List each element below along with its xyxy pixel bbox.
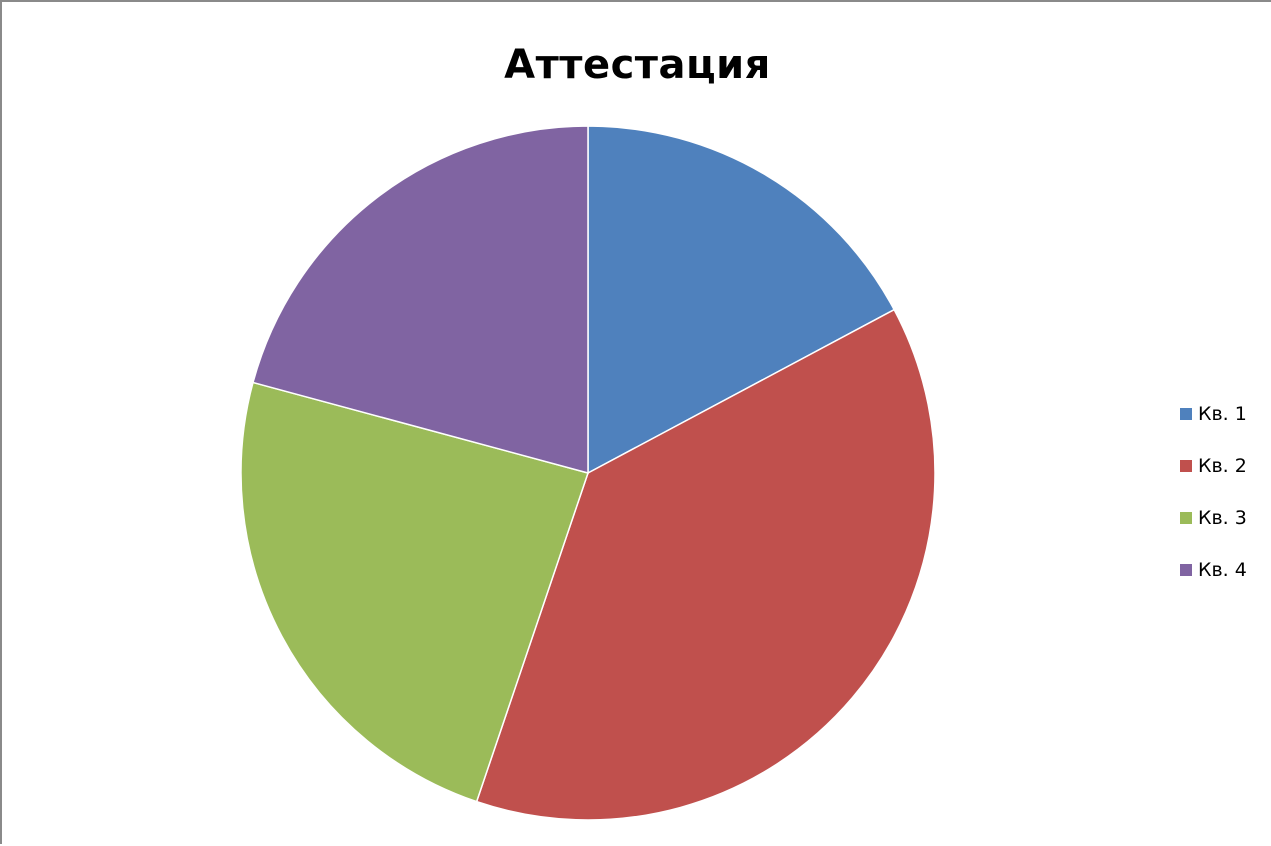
legend-label-q4: Кв. 4 — [1198, 559, 1247, 581]
legend-swatch-q1 — [1180, 408, 1192, 420]
legend-item-q4: Кв. 4 — [1180, 544, 1270, 596]
legend-swatch-q3 — [1180, 512, 1192, 524]
legend: Кв. 1 Кв. 2 Кв. 3 Кв. 4 — [1180, 388, 1270, 596]
chart-title: Аттестация — [504, 42, 771, 88]
legend-item-q2: Кв. 2 — [1180, 440, 1270, 492]
legend-swatch-q4 — [1180, 564, 1192, 576]
pie-slice-q1 — [587, 125, 896, 475]
pie-slice-q3 — [240, 381, 589, 803]
pie-slice-q2 — [475, 308, 936, 821]
legend-label-q3: Кв. 3 — [1198, 507, 1247, 529]
legend-item-q1: Кв. 1 — [1180, 388, 1270, 440]
legend-swatch-q2 — [1180, 460, 1192, 472]
legend-item-q3: Кв. 3 — [1180, 492, 1270, 544]
pie-slice-q4 — [252, 125, 589, 474]
legend-label-q1: Кв. 1 — [1198, 403, 1247, 425]
legend-label-q2: Кв. 2 — [1198, 455, 1247, 477]
